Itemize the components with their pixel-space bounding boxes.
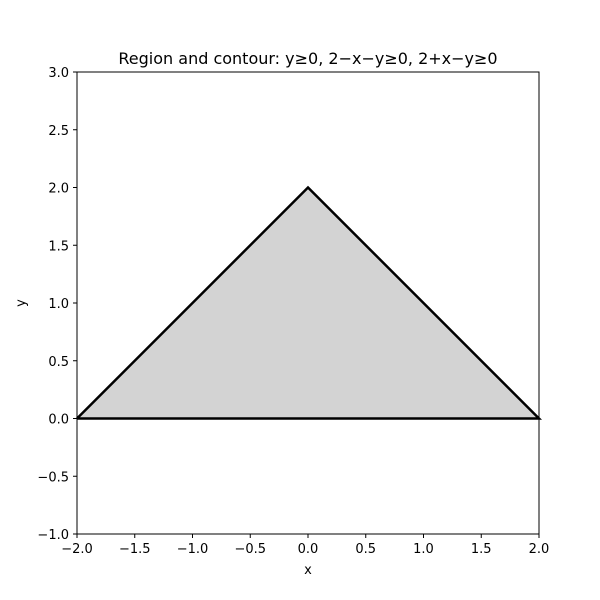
x-tick-label: 0.0 <box>298 542 319 557</box>
y-axis-ticks: −1.0 −0.5 0.0 0.5 1.0 1.5 2.0 2.5 3.0 <box>37 66 77 543</box>
region-contour <box>76 185 543 420</box>
y-tick-label: 0.5 <box>48 355 69 370</box>
x-tick-label: 0.5 <box>355 542 376 557</box>
x-tick-label: −2.0 <box>61 542 93 557</box>
y-axis-label: y <box>14 299 29 307</box>
y-tick-label: 2.5 <box>48 124 69 139</box>
y-tick-label: 1.0 <box>48 297 69 312</box>
x-tick-label: 2.0 <box>529 542 550 557</box>
y-tick-label: 1.5 <box>48 239 69 254</box>
x-tick-label: −1.0 <box>177 542 209 557</box>
feasible-region <box>77 187 539 419</box>
x-axis-label: x <box>304 563 312 578</box>
x-axis-ticks: −2.0 −1.5 −1.0 −0.5 0.0 0.5 1.0 1.5 2.0 <box>61 534 549 557</box>
x-tick-label: 1.0 <box>413 542 434 557</box>
x-tick-label: −1.5 <box>119 542 151 557</box>
y-tick-label: 0.0 <box>48 413 69 428</box>
x-tick-label: −0.5 <box>234 542 266 557</box>
x-tick-label: 1.5 <box>471 542 492 557</box>
y-tick-label: −0.5 <box>37 470 69 485</box>
y-tick-label: 2.0 <box>48 182 69 197</box>
chart-title: Region and contour: y≥0, 2−x−y≥0, 2+x−y≥… <box>118 49 497 68</box>
y-tick-label: 3.0 <box>48 66 69 81</box>
y-tick-label: −1.0 <box>37 528 69 543</box>
